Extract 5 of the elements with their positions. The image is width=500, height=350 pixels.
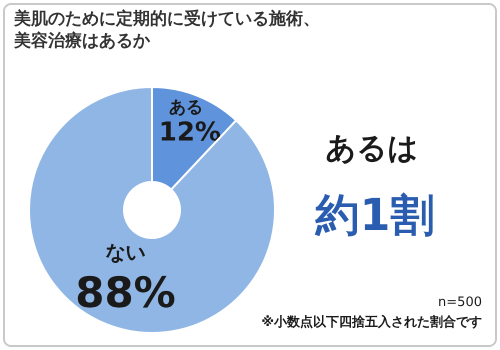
- text: 約1割: [314, 190, 434, 241]
- chart-title: 美肌のために定期的に受けている施術、美容治療はあるか: [14, 8, 321, 52]
- text: あるは: [326, 131, 418, 166]
- text: ※小数点以下四捨五入された割合です: [261, 314, 482, 330]
- text: n=500: [438, 295, 482, 310]
